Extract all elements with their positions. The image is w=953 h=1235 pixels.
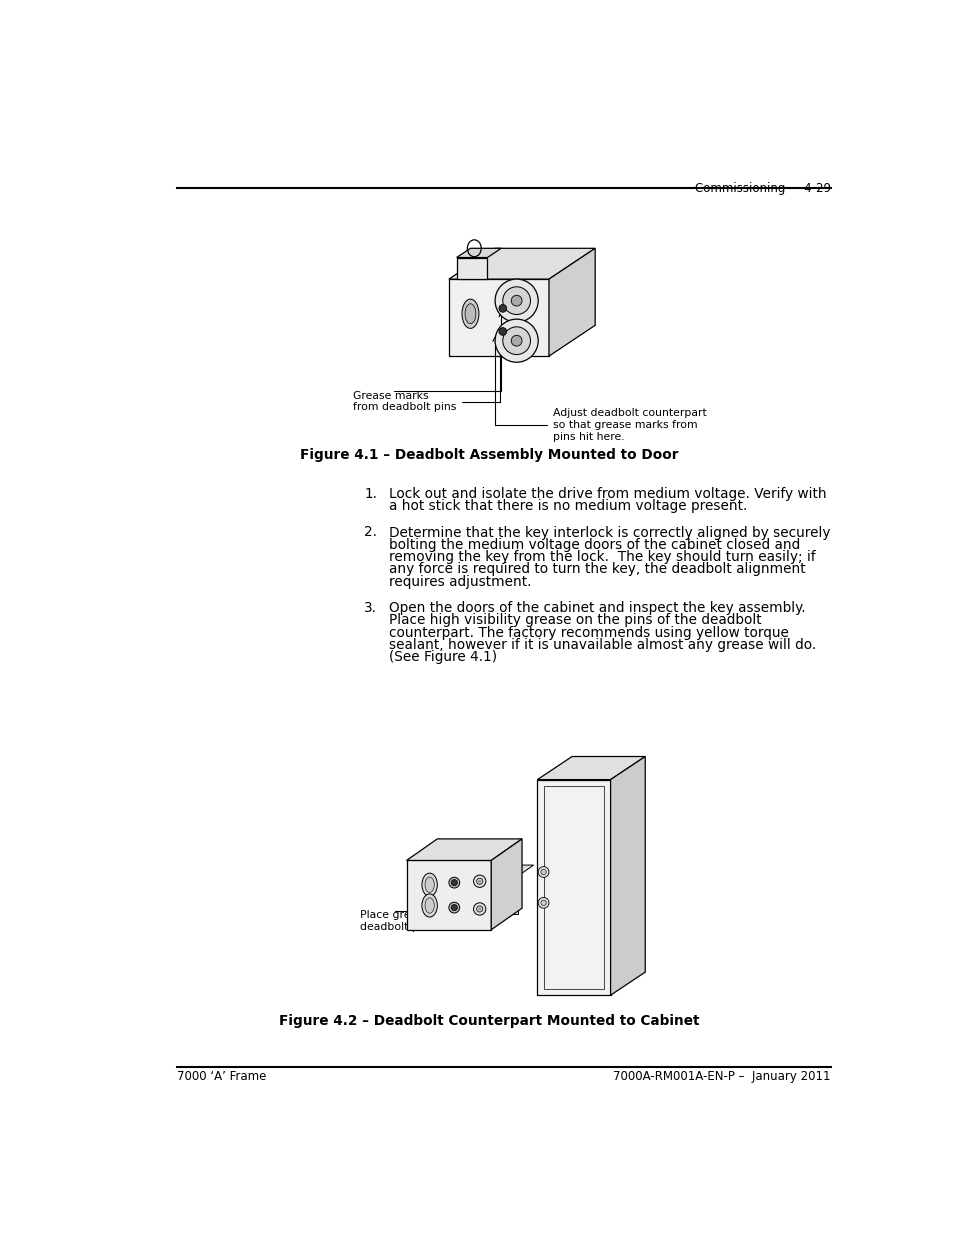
Circle shape bbox=[540, 900, 546, 905]
Text: removing the key from the lock.  The key should turn easily; if: removing the key from the lock. The key … bbox=[389, 550, 815, 564]
Circle shape bbox=[537, 898, 548, 908]
Text: any force is required to turn the key, the deadbolt alignment: any force is required to turn the key, t… bbox=[389, 562, 804, 577]
Text: Place high visibility grease on the pins of the deadbolt: Place high visibility grease on the pins… bbox=[389, 614, 760, 627]
Polygon shape bbox=[610, 757, 644, 995]
Polygon shape bbox=[491, 839, 521, 930]
Text: 2.: 2. bbox=[364, 526, 376, 540]
Text: (See Figure 4.1): (See Figure 4.1) bbox=[389, 651, 497, 664]
Circle shape bbox=[477, 908, 480, 910]
Circle shape bbox=[511, 295, 521, 306]
Text: Open the doors of the cabinet and inspect the key assembly.: Open the doors of the cabinet and inspec… bbox=[389, 601, 804, 615]
Circle shape bbox=[498, 305, 506, 312]
Ellipse shape bbox=[421, 894, 436, 918]
Text: Figure 4.1 – Deadbolt Assembly Mounted to Door: Figure 4.1 – Deadbolt Assembly Mounted t… bbox=[299, 448, 678, 462]
Circle shape bbox=[511, 336, 521, 346]
Circle shape bbox=[502, 287, 530, 315]
Ellipse shape bbox=[425, 877, 434, 893]
Circle shape bbox=[449, 877, 459, 888]
Circle shape bbox=[477, 879, 480, 883]
Circle shape bbox=[473, 876, 485, 888]
Circle shape bbox=[449, 903, 459, 913]
Ellipse shape bbox=[464, 304, 476, 324]
Ellipse shape bbox=[461, 299, 478, 329]
Polygon shape bbox=[406, 861, 491, 930]
Ellipse shape bbox=[425, 898, 434, 913]
Text: a hot stick that there is no medium voltage present.: a hot stick that there is no medium volt… bbox=[389, 499, 746, 514]
Text: Grease marks
from deadbolt pins: Grease marks from deadbolt pins bbox=[353, 336, 502, 412]
Polygon shape bbox=[456, 258, 487, 279]
Circle shape bbox=[473, 903, 485, 915]
Text: 3.: 3. bbox=[364, 601, 376, 615]
Polygon shape bbox=[449, 279, 548, 356]
Polygon shape bbox=[548, 248, 595, 356]
Circle shape bbox=[498, 327, 506, 336]
Circle shape bbox=[537, 867, 548, 877]
Text: bolting the medium voltage doors of the cabinet closed and: bolting the medium voltage doors of the … bbox=[389, 537, 800, 552]
Text: 1.: 1. bbox=[364, 487, 376, 501]
Circle shape bbox=[476, 878, 482, 884]
Polygon shape bbox=[472, 876, 517, 914]
Circle shape bbox=[451, 904, 456, 910]
Polygon shape bbox=[472, 864, 533, 876]
Polygon shape bbox=[406, 839, 521, 861]
Text: counterpart. The factory recommends using yellow torque: counterpart. The factory recommends usin… bbox=[389, 626, 788, 640]
Circle shape bbox=[451, 879, 456, 885]
Text: Adjust deadbolt counterpart
so that grease marks from
pins hit here.: Adjust deadbolt counterpart so that grea… bbox=[493, 337, 706, 442]
Polygon shape bbox=[537, 757, 644, 779]
Polygon shape bbox=[456, 248, 500, 258]
Text: 7000A-RM001A-EN-P –  January 2011: 7000A-RM001A-EN-P – January 2011 bbox=[613, 1070, 830, 1083]
Text: 7000 ‘A’ Frame: 7000 ‘A’ Frame bbox=[176, 1070, 266, 1083]
Text: sealant, however if it is unavailable almost any grease will do.: sealant, however if it is unavailable al… bbox=[389, 638, 815, 652]
Circle shape bbox=[495, 319, 537, 362]
Circle shape bbox=[502, 327, 530, 354]
Circle shape bbox=[495, 279, 537, 322]
Text: Figure 4.2 – Deadbolt Counterpart Mounted to Cabinet: Figure 4.2 – Deadbolt Counterpart Mounte… bbox=[278, 1014, 699, 1029]
Text: requires adjustment.: requires adjustment. bbox=[389, 574, 531, 589]
Text: Lock out and isolate the drive from medium voltage. Verify with: Lock out and isolate the drive from medi… bbox=[389, 487, 825, 501]
Ellipse shape bbox=[421, 873, 436, 897]
Circle shape bbox=[540, 869, 546, 874]
Text: Commissioning     4-29: Commissioning 4-29 bbox=[694, 182, 830, 195]
Polygon shape bbox=[449, 248, 595, 279]
Text: Determine that the key interlock is correctly aligned by securely: Determine that the key interlock is corr… bbox=[389, 526, 829, 540]
Polygon shape bbox=[537, 779, 610, 995]
Text: Place grease on
deadbolt pins here.: Place grease on deadbolt pins here. bbox=[360, 908, 466, 932]
Circle shape bbox=[476, 906, 482, 911]
